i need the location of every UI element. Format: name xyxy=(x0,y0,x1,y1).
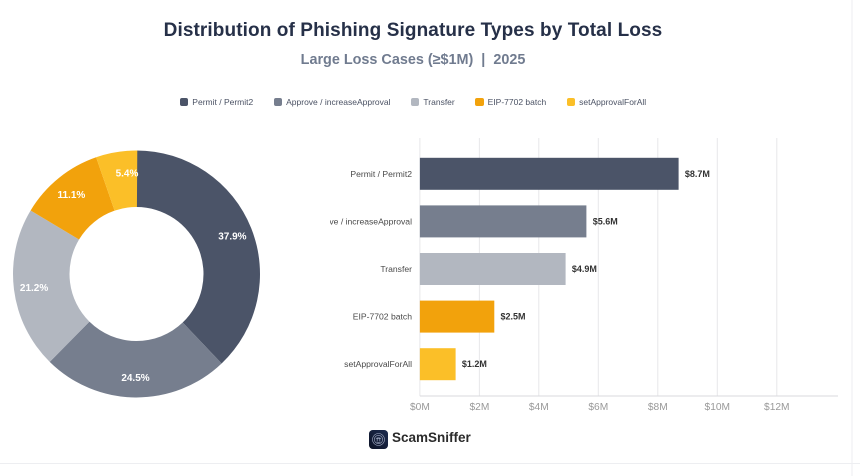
svg-text:21.2%: 21.2% xyxy=(20,283,48,294)
svg-text:$4M: $4M xyxy=(529,402,549,413)
svg-text:$8.7M: $8.7M xyxy=(685,169,710,179)
svg-text:$5.6M: $5.6M xyxy=(593,216,618,226)
svg-text:$4.9M: $4.9M xyxy=(572,264,597,274)
svg-text:EIP-7702 batch: EIP-7702 batch xyxy=(353,312,412,322)
svg-text:$6M: $6M xyxy=(588,402,608,413)
svg-text:$10M: $10M xyxy=(705,402,730,413)
svg-text:24.5%: 24.5% xyxy=(121,373,149,384)
svg-text:Permit / Permit2: Permit / Permit2 xyxy=(350,169,412,179)
svg-text:$0M: $0M xyxy=(410,402,430,413)
svg-text:5.4%: 5.4% xyxy=(116,169,139,180)
svg-text:Transfer: Transfer xyxy=(380,264,412,274)
svg-text:$2M: $2M xyxy=(469,402,489,413)
svg-text:setApprovalForAll: setApprovalForAll xyxy=(344,359,412,369)
svg-text:11.1%: 11.1% xyxy=(57,190,85,201)
svg-text:$8M: $8M xyxy=(648,402,668,413)
svg-text:Approve / increaseApproval: Approve / increaseApproval xyxy=(330,216,412,226)
svg-text:37.9%: 37.9% xyxy=(218,232,246,243)
svg-text:$2.5M: $2.5M xyxy=(501,312,526,322)
svg-text:$12M: $12M xyxy=(764,402,789,413)
svg-text:$1.2M: $1.2M xyxy=(462,359,487,369)
